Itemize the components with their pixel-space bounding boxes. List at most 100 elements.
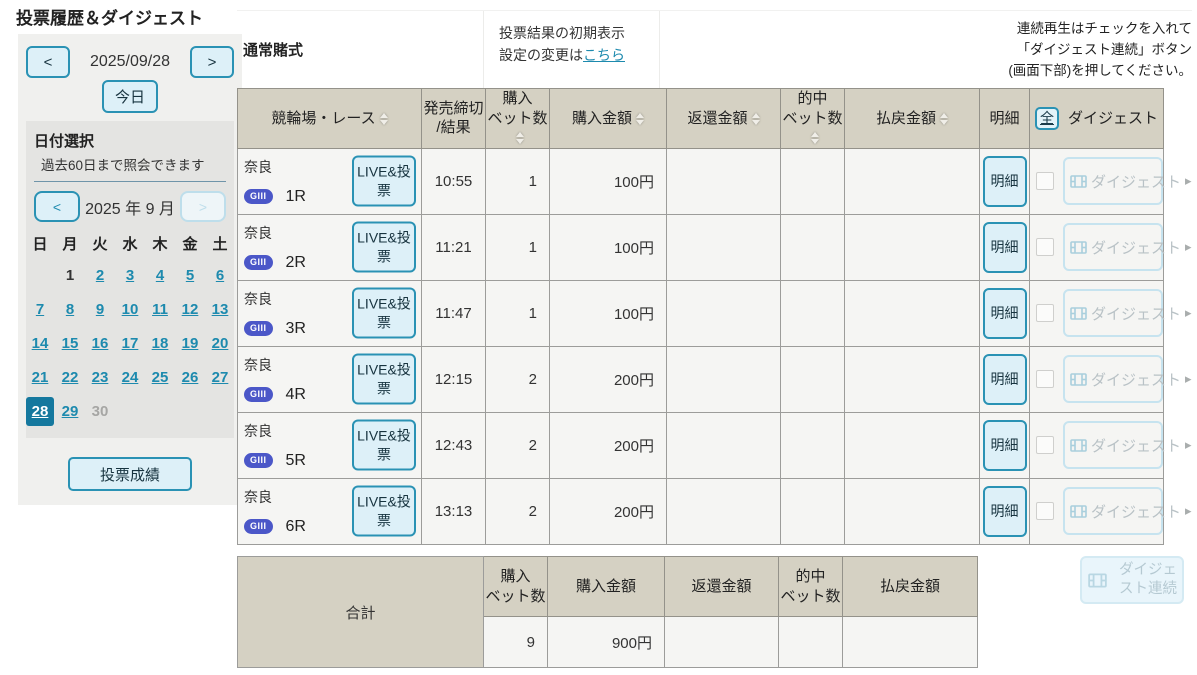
race-number: 6R <box>285 517 306 535</box>
hits-cell <box>780 477 845 545</box>
sort-icon <box>751 112 760 125</box>
live-vote-button[interactable]: LIVE&投票 <box>352 287 416 339</box>
meisai-button[interactable]: 明細 <box>982 485 1027 537</box>
select-all-button[interactable]: 全 <box>1034 106 1059 130</box>
live-vote-button[interactable]: LIVE&投票 <box>352 419 416 471</box>
meisai-cell: 明細 <box>979 411 1030 479</box>
calendar-day[interactable]: 9 <box>95 301 105 318</box>
calendar-day[interactable]: 3 <box>125 267 135 284</box>
live-vote-button[interactable]: LIVE&投票 <box>352 485 416 537</box>
closing-time-cell: 11:47 <box>421 279 486 347</box>
calendar-day[interactable]: 27 <box>211 369 229 386</box>
sort-icon <box>810 132 819 145</box>
bet-type-label: 通常賭式 <box>243 42 304 59</box>
digest-checkbox[interactable] <box>1036 370 1054 388</box>
race-number: 3R <box>285 319 306 337</box>
calendar-day[interactable]: 12 <box>181 301 199 318</box>
calendar-day[interactable]: 4 <box>155 267 165 284</box>
next-day-button[interactable]: > <box>189 46 234 78</box>
meisai-button[interactable]: 明細 <box>982 221 1027 273</box>
digest-button[interactable]: ダイジェスト ▸ <box>1063 289 1192 337</box>
weekday-label: 土 <box>212 235 228 253</box>
calendar-day[interactable]: 18 <box>151 335 169 352</box>
digest-button[interactable]: ダイジェスト ▸ <box>1063 355 1192 403</box>
vote-results-button[interactable]: 投票成績 <box>68 457 192 491</box>
closing-time-cell: 13:13 <box>421 477 486 545</box>
calendar-day[interactable]: 16 <box>91 335 109 352</box>
meisai-button[interactable]: 明細 <box>982 287 1027 339</box>
calendar-day[interactable]: 7 <box>35 301 45 318</box>
calendar-day[interactable]: 14 <box>31 335 49 352</box>
calendar-day[interactable]: 25 <box>151 369 169 386</box>
meisai-button[interactable]: 明細 <box>982 353 1027 405</box>
meisai-button[interactable]: 明細 <box>982 155 1027 207</box>
prev-day-button[interactable]: < <box>26 46 70 78</box>
calendar-day-selected[interactable]: 28 <box>26 397 54 426</box>
digest-checkbox[interactable] <box>1036 304 1054 322</box>
digest-checkbox[interactable] <box>1036 238 1054 256</box>
calendar-day[interactable]: 2 <box>95 267 105 284</box>
summary-value-row: 9 900円 <box>238 616 978 668</box>
bet-history-rows: 奈良 GIII 1R LIVE&投票 10:55 1 100円 明細 <box>237 147 1192 545</box>
venue-race-cell: 奈良 GIII 1R LIVE&投票 <box>237 147 422 215</box>
calendar-divider <box>34 181 226 182</box>
digest-checkbox[interactable] <box>1036 502 1054 520</box>
digest-button[interactable]: ダイジェスト ▸ <box>1063 223 1192 271</box>
venue-label: 奈良 <box>244 356 272 373</box>
refund-cell <box>666 279 781 347</box>
digest-button-label: ダイジェスト <box>1091 371 1182 389</box>
meisai-cell: 明細 <box>979 213 1030 281</box>
bet-history-table: 競輪場・レース 発売締切 /結果 購入 ベット数 購入金額 返還金額 的中 ベッ… <box>237 88 1192 545</box>
calendar-day[interactable]: 29 <box>61 403 79 420</box>
calendar-day[interactable]: 24 <box>121 369 139 386</box>
summary-bets-value: 9 <box>483 616 548 668</box>
prev-month-button[interactable]: < <box>34 191 80 222</box>
calendar-day[interactable]: 5 <box>185 267 195 284</box>
digest-checkbox[interactable] <box>1036 172 1054 190</box>
live-vote-button[interactable]: LIVE&投票 <box>352 353 416 405</box>
meisai-button[interactable]: 明細 <box>982 419 1027 471</box>
live-vote-button[interactable]: LIVE&投票 <box>352 155 416 207</box>
today-button[interactable]: 今日 <box>102 80 158 113</box>
live-vote-button[interactable]: LIVE&投票 <box>352 221 416 273</box>
calendar-day[interactable]: 10 <box>121 301 139 318</box>
amount-cell: 200円 <box>549 477 667 545</box>
hits-cell <box>780 279 845 347</box>
amount-cell: 100円 <box>549 279 667 347</box>
digest-button[interactable]: ダイジェスト ▸ <box>1063 487 1192 535</box>
calendar-day[interactable]: 6 <box>215 267 225 284</box>
column-header-refund[interactable]: 返還金額 <box>666 88 781 149</box>
digest-button[interactable]: ダイジェスト ▸ <box>1063 157 1192 205</box>
calendar-grid: 1 2 3 4 5 6 7 8 9 10 11 12 13 14 15 16 17 18 19 20 21 22 23 24 2… <box>26 261 228 426</box>
calendar-day[interactable]: 22 <box>61 369 79 386</box>
weekday-label: 水 <box>122 235 138 253</box>
top-strip-spacer <box>659 11 959 88</box>
calendar-day[interactable]: 17 <box>121 335 139 352</box>
calendar-day[interactable]: 11 <box>152 301 168 318</box>
calendar-day[interactable]: 8 <box>65 301 75 318</box>
calendar-day[interactable]: 15 <box>61 335 79 352</box>
table-header-row: 競輪場・レース 発売締切 /結果 購入 ベット数 購入金額 返還金額 的中 ベッ… <box>237 88 1164 149</box>
race-number: 1R <box>285 187 306 205</box>
column-header-venue-race[interactable]: 競輪場・レース <box>237 88 422 149</box>
calendar-day[interactable]: 26 <box>181 369 199 386</box>
calendar-day[interactable]: 23 <box>91 369 109 386</box>
calendar-day[interactable]: 13 <box>211 301 229 318</box>
grade-badge: GIII <box>244 387 273 402</box>
column-header-payout[interactable]: 払戻金額 <box>844 88 980 149</box>
column-header-bets[interactable]: 購入 ベット数 <box>485 88 550 149</box>
next-month-button[interactable]: > <box>180 191 226 222</box>
weekday-label: 金 <box>182 235 198 253</box>
venue-label: 奈良 <box>244 224 272 241</box>
digest-button[interactable]: ダイジェスト ▸ <box>1063 421 1192 469</box>
calendar-day[interactable]: 20 <box>211 335 229 352</box>
settings-link[interactable]: こちら <box>583 46 625 63</box>
digest-continuous-button[interactable]: ダイジェスト連続 <box>1080 556 1184 604</box>
calendar-day[interactable]: 19 <box>181 335 199 352</box>
column-header-amount[interactable]: 購入金額 <box>549 88 667 149</box>
digest-checkbox[interactable] <box>1036 436 1054 454</box>
summary-col-hits: 的中 ベット数 <box>778 556 843 617</box>
column-header-hits[interactable]: 的中 ベット数 <box>780 88 845 149</box>
calendar-day[interactable]: 21 <box>31 369 49 386</box>
